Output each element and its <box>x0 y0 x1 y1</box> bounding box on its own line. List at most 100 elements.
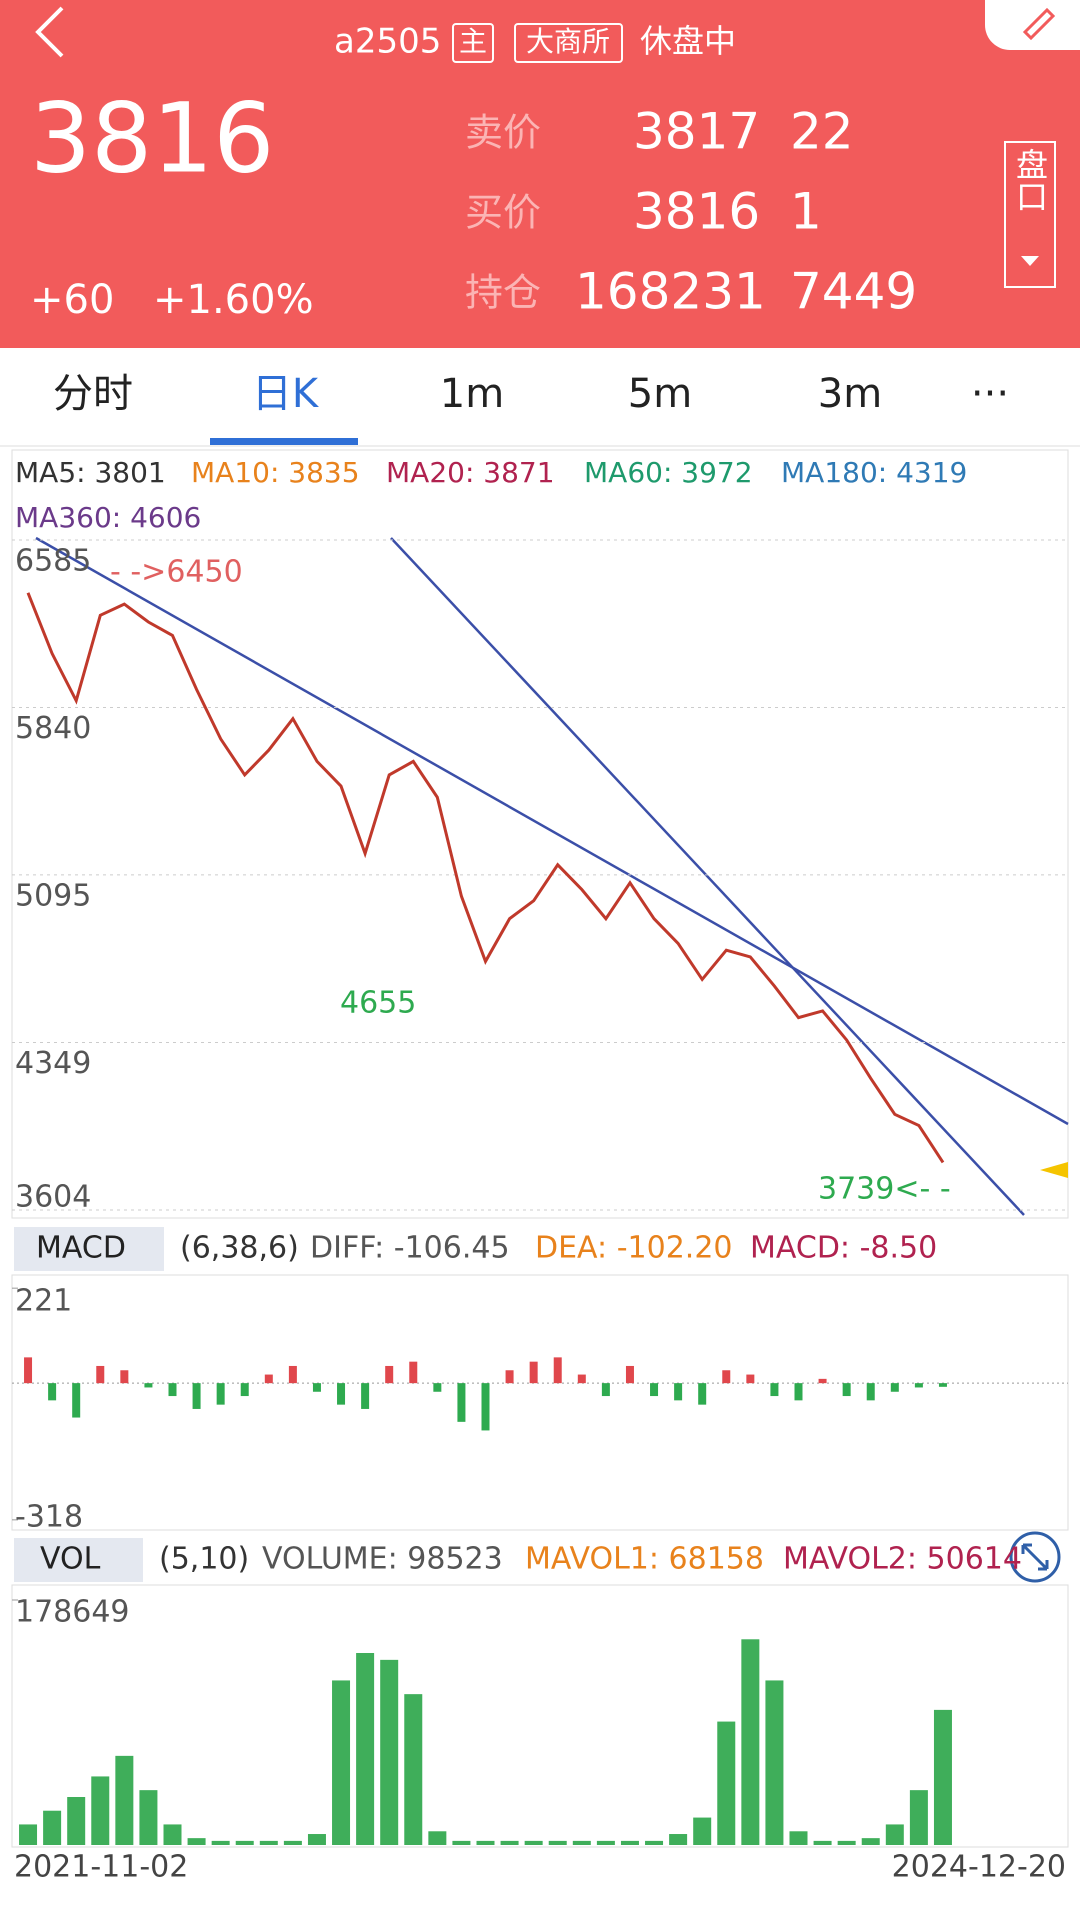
indicator-tab[interactable] <box>14 1538 143 1582</box>
volume-bar <box>789 1831 808 1845</box>
annotation: 4655 <box>340 986 416 1021</box>
volume-bar <box>933 1709 952 1845</box>
volume-bar <box>500 1840 519 1845</box>
ma-label: MA180: 4319 <box>781 456 967 489</box>
quote-qty: 1 <box>790 183 822 241</box>
tag-main: 主 <box>459 25 487 58</box>
x-label: 2021-11-02 <box>14 1850 188 1885</box>
volume-bar <box>139 1790 158 1845</box>
volume-bar <box>572 1840 591 1845</box>
tab[interactable]: 分时 <box>53 371 133 417</box>
volume-bar <box>596 1840 615 1845</box>
last-price: 3816 <box>30 82 274 194</box>
volume-bar <box>693 1817 712 1845</box>
volume-bar <box>115 1755 134 1845</box>
macd-bar <box>698 1383 707 1405</box>
volume-bar <box>283 1840 302 1845</box>
ma-label: MA60: 3972 <box>584 456 753 489</box>
volume-bar <box>380 1659 399 1845</box>
volume-bar <box>332 1680 351 1845</box>
tag-box <box>514 23 623 63</box>
y-tick-label: 3604 <box>15 1180 91 1215</box>
trend-line <box>390 537 1025 1216</box>
main-frame <box>11 449 1069 1219</box>
volume-bar <box>813 1840 832 1845</box>
macd-bar <box>48 1383 57 1401</box>
tab[interactable]: ··· <box>971 371 1009 417</box>
macd-bar <box>601 1383 610 1397</box>
y-tick-label: 178649 <box>15 1595 130 1630</box>
volume-bar <box>524 1840 543 1845</box>
quote-qty: 7449 <box>790 263 917 321</box>
tag-box <box>452 23 494 63</box>
change-pct: +1.60% <box>153 277 314 323</box>
volume-bar <box>187 1838 206 1845</box>
macd-bar <box>625 1365 634 1384</box>
ma-label: MA360: 4606 <box>15 501 201 534</box>
indicator-title: VOL <box>40 1542 101 1577</box>
macd-bar <box>650 1383 659 1397</box>
macd-bar <box>288 1365 297 1384</box>
y-tick-label: 6585 <box>15 544 91 579</box>
macd-frame <box>11 1274 1069 1531</box>
trend-line <box>35 536 1069 1126</box>
volume-bar <box>307 1834 326 1845</box>
volume-bar <box>19 1824 38 1845</box>
volume-bar <box>909 1790 928 1845</box>
volume-bar <box>669 1834 688 1845</box>
macd-bar <box>192 1383 201 1409</box>
volume-bar <box>741 1639 760 1845</box>
indicator-value: MAVOL2: 50614 <box>783 1542 1022 1577</box>
macd-bar <box>938 1383 947 1387</box>
annotation: 3739<- - <box>818 1172 951 1207</box>
macd-bar <box>72 1383 81 1418</box>
side-button[interactable] <box>1004 141 1056 288</box>
tab[interactable]: 5m <box>628 371 692 417</box>
tab[interactable]: 3m <box>818 371 882 417</box>
x-label: 2024-12-20 <box>892 1850 1066 1885</box>
macd-bar <box>553 1357 562 1384</box>
indicator-value: VOLUME: 98523 <box>262 1542 503 1577</box>
y-tick-label: 5840 <box>15 711 91 746</box>
volume-bar <box>885 1824 904 1845</box>
macd-bar <box>216 1383 225 1405</box>
volume-bar <box>645 1840 664 1845</box>
side-button-label: 盘口 <box>1011 148 1049 212</box>
macd-bar <box>409 1361 418 1384</box>
volume-bar <box>717 1721 736 1845</box>
quote-price: 168231 <box>575 263 766 321</box>
indicator-params: (5,10) <box>159 1542 249 1577</box>
tab[interactable]: 日K <box>252 371 320 417</box>
back-button[interactable] <box>35 6 64 58</box>
ma-label: MA20: 3871 <box>386 456 555 489</box>
macd-bar <box>674 1383 683 1401</box>
volume-bar <box>67 1797 86 1845</box>
volume-bar <box>861 1838 880 1845</box>
macd-bar <box>890 1383 899 1392</box>
y-tick-label: 5095 <box>15 878 91 913</box>
edit-icon <box>1022 7 1056 41</box>
volume-bar <box>91 1776 110 1845</box>
quote-price: 3817 <box>633 103 760 161</box>
macd-bar <box>457 1383 466 1422</box>
volume-bar <box>476 1840 495 1845</box>
volume-bar <box>765 1680 784 1845</box>
expand-button[interactable] <box>1009 1531 1061 1583</box>
quote-label: 卖价 <box>465 111 541 155</box>
macd-bar <box>120 1370 129 1384</box>
side-arrow <box>1021 256 1039 266</box>
macd-bar <box>794 1383 803 1401</box>
volume-bar <box>548 1840 567 1845</box>
symbol: a2505 <box>334 22 441 62</box>
quote-label: 买价 <box>465 191 541 235</box>
macd-bar <box>96 1365 105 1384</box>
macd-bar <box>240 1383 249 1397</box>
indicator-tab[interactable] <box>14 1227 164 1271</box>
tab[interactable]: 1m <box>440 371 504 417</box>
macd-bar <box>433 1383 442 1392</box>
macd-bar <box>866 1383 875 1401</box>
macd-bar <box>168 1383 177 1397</box>
indicator-value: MAVOL1: 68158 <box>525 1542 764 1577</box>
macd-bar <box>264 1374 273 1384</box>
